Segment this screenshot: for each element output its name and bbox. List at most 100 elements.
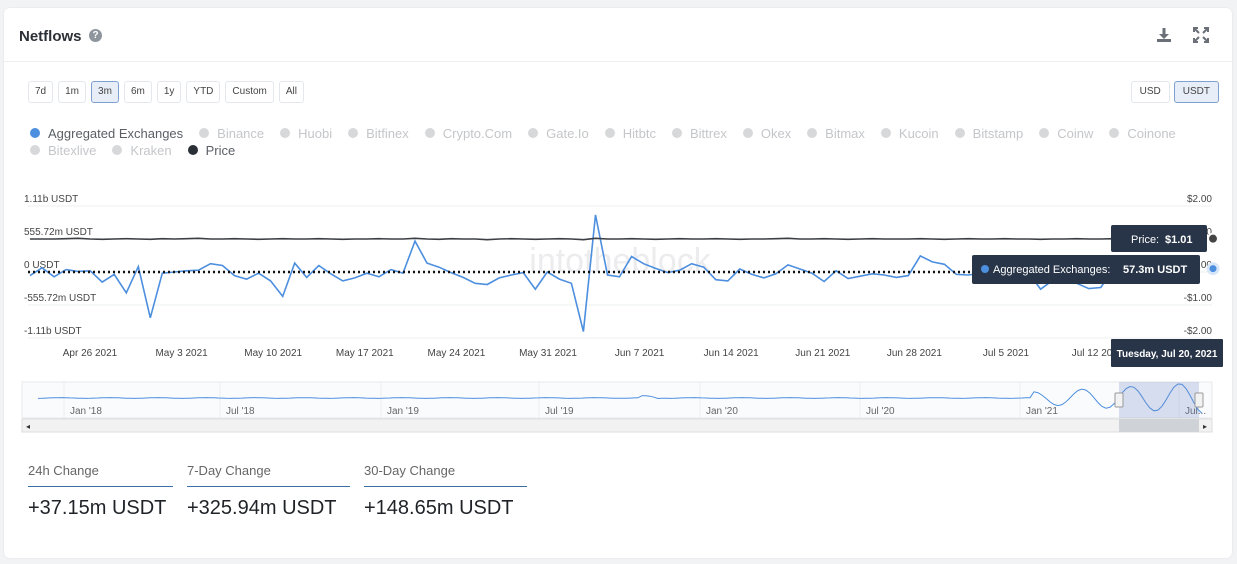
- legend-item[interactable]: Bitfinex: [348, 125, 409, 141]
- tooltip-bg: [972, 255, 1200, 284]
- download-icon[interactable]: [1155, 26, 1173, 44]
- legend-item[interactable]: Binance: [199, 125, 264, 141]
- x-tick-label: Apr 26 2021: [63, 348, 118, 359]
- stat-label: 24h Change: [28, 463, 173, 487]
- tooltip-agg-value: 57.3m USDT: [1123, 264, 1187, 276]
- navigator-tick-label: Jan '21: [1026, 406, 1058, 417]
- legend-label: Binance: [217, 125, 265, 141]
- legend-item[interactable]: Bittrex: [671, 125, 727, 141]
- stat-label: 30-Day Change: [364, 463, 527, 487]
- navigator-tick-label: Jul...: [1185, 406, 1206, 417]
- legend-label: Okex: [760, 125, 792, 141]
- scrollbar-thumb: [1119, 419, 1199, 432]
- legend-label: Bittrex: [689, 125, 727, 141]
- legend-item[interactable]: Aggregated Exchanges: [30, 125, 183, 141]
- navigator-tick-label: Jul '18: [226, 406, 255, 417]
- x-tick-label: May 10 2021: [244, 348, 302, 359]
- legend-item[interactable]: Coinw: [1039, 125, 1093, 141]
- legend-label: Price: [205, 142, 236, 158]
- stat-value: +325.94m USDT: [187, 497, 337, 519]
- range-button-1y[interactable]: 1y: [156, 81, 182, 103]
- legend-item[interactable]: Kucoin: [880, 125, 939, 141]
- legend-item[interactable]: Crypto.Com: [424, 125, 513, 141]
- x-tick-label: Jul 12 2021: [1072, 348, 1124, 359]
- x-tick-label: May 17 2021: [336, 348, 394, 359]
- legend-dot-icon: [880, 128, 891, 138]
- legend-label: Crypto.Com: [442, 125, 513, 141]
- agg-tooltip: Aggregated Exchanges: 57.3m USDT: [972, 255, 1200, 284]
- card-header: Netflows ?: [4, 8, 1232, 62]
- legend-dot-icon: [1039, 128, 1050, 138]
- tooltip-price-label: Price:: [1131, 234, 1159, 246]
- legend-label: Bitfinex: [366, 125, 409, 141]
- legend-item[interactable]: Coinone: [1109, 125, 1176, 141]
- range-button-custom[interactable]: Custom: [225, 81, 274, 103]
- help-icon[interactable]: ?: [89, 29, 102, 42]
- price-tooltip: Price: $1.01: [1111, 225, 1207, 252]
- legend-dot-icon: [807, 128, 818, 138]
- navigator-tick-label: Jan '20: [706, 406, 738, 417]
- range-button-all[interactable]: All: [278, 81, 304, 103]
- legend-item[interactable]: Price: [187, 142, 236, 158]
- tooltip-bg: [1111, 225, 1207, 252]
- navigator-selection: [1119, 382, 1199, 418]
- legend-dot-icon: [954, 128, 965, 138]
- stat-7d: 7-Day Change +325.94m USDT: [187, 463, 350, 520]
- y-left-tick-label: 555.72m USDT: [24, 227, 93, 238]
- x-tick-label: Jun 7 2021: [615, 348, 665, 359]
- stat-24h: 24h Change +37.15m USDT: [28, 463, 173, 520]
- legend-label: Aggregated Exchanges: [48, 125, 184, 141]
- legend-dot-icon: [604, 128, 615, 138]
- range-button-3m[interactable]: 3m: [91, 81, 119, 103]
- range-button-ytd[interactable]: YTD: [186, 81, 221, 103]
- legend-dot-icon: [187, 145, 198, 155]
- legend-label: Hitbtc: [622, 125, 656, 141]
- navigator-tick-label: Jan '19: [387, 406, 419, 417]
- navigator-tick-label: Jul '19: [545, 406, 574, 417]
- scroll-right-icon: ▸: [1203, 422, 1207, 431]
- x-tick-label: May 3 2021: [155, 348, 208, 359]
- range-button-1m[interactable]: 1m: [58, 81, 87, 103]
- scroll-left-icon: ◂: [26, 422, 30, 431]
- legend-item[interactable]: Bitstamp: [954, 125, 1024, 141]
- legend-label: Bitmax: [825, 125, 865, 141]
- legend-dot-icon: [671, 128, 682, 138]
- legend-label: Bitexlive: [48, 142, 97, 158]
- navigator-tick-label: Jan '18: [70, 406, 102, 417]
- legend-item[interactable]: Gate.Io: [528, 125, 589, 141]
- legend-item[interactable]: Bitmax: [807, 125, 865, 141]
- legend-item[interactable]: Okex: [742, 125, 792, 141]
- currency-button-usdt[interactable]: USDT: [1173, 81, 1219, 103]
- y-right-tick-label: -$1.00: [1184, 293, 1213, 304]
- x-tick-label: May 31 2021: [519, 348, 577, 359]
- legend-dot-icon: [424, 128, 435, 138]
- legend-item[interactable]: Huobi: [280, 125, 332, 141]
- range-button-7d[interactable]: 7d: [28, 81, 54, 103]
- page-title: Netflows: [19, 28, 82, 45]
- legend-label: Bitstamp: [972, 125, 1024, 141]
- stat-value: +37.15m USDT: [28, 497, 167, 519]
- fullscreen-icon[interactable]: [1192, 26, 1210, 44]
- tooltip-price-value: $1.01: [1165, 234, 1193, 246]
- x-tick-label: Jun 14 2021: [704, 348, 759, 359]
- tooltip-bg: [1111, 339, 1223, 367]
- legend-item[interactable]: Kraken: [112, 142, 172, 158]
- legend-label: Coinw: [1057, 125, 1094, 141]
- time-range-selector: 7d 1m 3m 6m 1y YTD Custom All: [28, 81, 304, 103]
- agg-marker: [1206, 262, 1220, 276]
- legend-dot-icon: [528, 128, 539, 138]
- chart-legend: Aggregated Exchanges Binance Huobi Bitfinex…: [30, 125, 1200, 158]
- legend-item[interactable]: Hitbtc: [604, 125, 656, 141]
- y-right-tick-label: $2.00: [1187, 194, 1212, 205]
- range-button-6m[interactable]: 6m: [123, 81, 152, 103]
- tooltip-date: Tuesday, Jul 20, 2021: [1117, 349, 1218, 360]
- legend-dot-icon: [280, 128, 291, 138]
- stat-label: 7-Day Change: [187, 463, 350, 487]
- legend-item[interactable]: Bitexlive: [30, 142, 96, 158]
- legend-dot-icon: [742, 128, 753, 138]
- currency-button-usd[interactable]: USD: [1130, 81, 1170, 103]
- navigator-series: [37, 383, 1203, 414]
- legend-dot-icon: [30, 145, 40, 155]
- x-tick-label: Jul 5 2021: [983, 348, 1030, 359]
